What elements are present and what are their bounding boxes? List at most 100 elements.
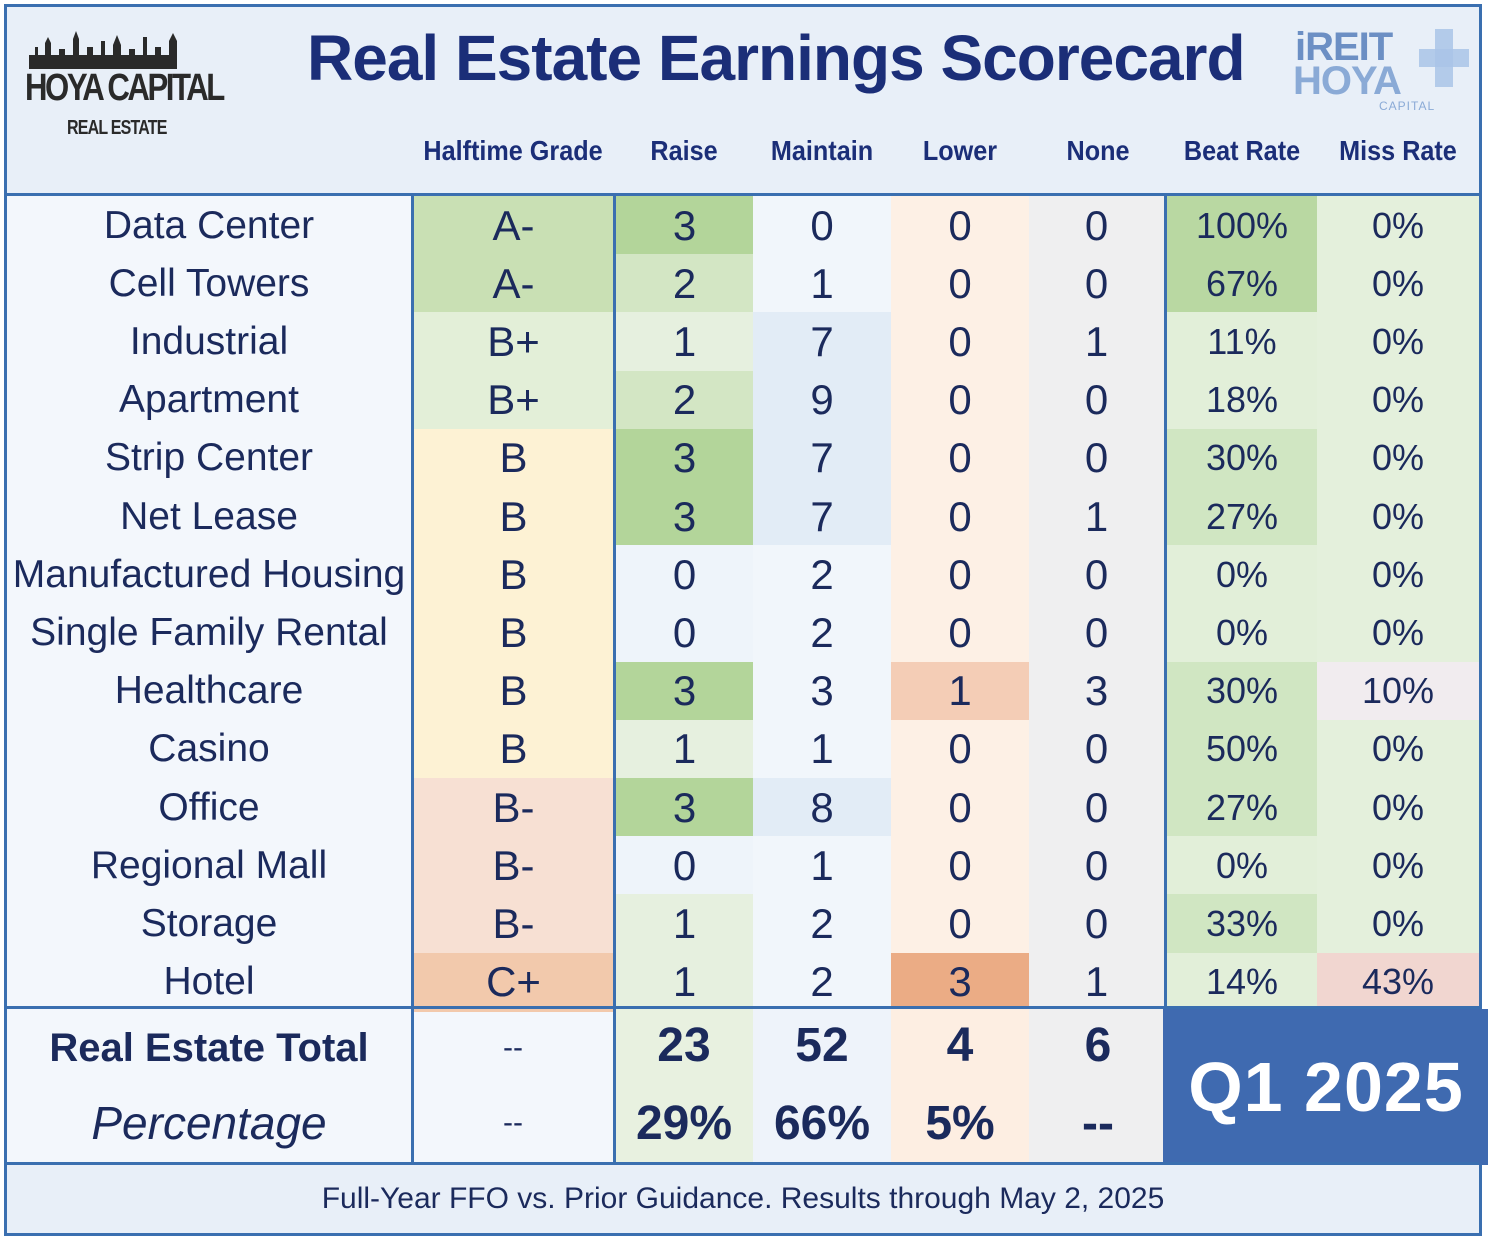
cell-none: 0 [1029, 836, 1164, 896]
cell-none: 0 [1029, 894, 1164, 954]
cell-beat: 0% [1167, 603, 1317, 663]
cell-category: Strip Center [7, 428, 411, 488]
cell-maintain: 2 [753, 894, 891, 954]
cell-lower: 0 [891, 428, 1029, 488]
col-header-miss-rate: Miss Rate [1339, 135, 1457, 166]
cell-beat: 33% [1167, 894, 1317, 954]
cell-grade: B- [414, 894, 613, 954]
cell-raise: 2 [616, 370, 753, 430]
logo-left-line1: HOYA CAPITAL [25, 67, 225, 109]
header: HOYA CAPITAL REAL ESTATE Real Estate Ear… [7, 7, 1479, 196]
cell-grade: B [414, 487, 613, 546]
cell-lower: 1 [891, 661, 1029, 721]
cell-beat: 30% [1167, 661, 1317, 721]
col-header-maintain: Maintain [770, 135, 874, 166]
cell-none: 1 [1029, 487, 1164, 546]
cell-none: 0 [1029, 196, 1164, 255]
cell-miss: 0% [1317, 254, 1479, 314]
col-header-none: None [1066, 135, 1130, 166]
logo-right-line1: iREIT [1295, 25, 1393, 69]
cell-grade: B [414, 545, 613, 605]
cell-maintain: 1 [753, 836, 891, 896]
cell-raise: 0 [616, 545, 753, 605]
cell-beat: 0% [1167, 545, 1317, 605]
cell-category: Apartment [7, 370, 411, 430]
scorecard-frame: HOYA CAPITAL REAL ESTATE Real Estate Ear… [4, 4, 1488, 1236]
cell-beat: 27% [1167, 487, 1317, 546]
cell-lower: 0 [891, 778, 1029, 837]
cell-lower: 0 [891, 603, 1029, 663]
cell-category: Manufactured Housing [7, 545, 411, 605]
cell-raise: 3 [616, 778, 753, 837]
cell-category: Office [7, 778, 411, 837]
cell-lower: 0 [891, 370, 1029, 430]
cell-category: Net Lease [7, 487, 411, 546]
period-badge: Q1 2025 [1163, 1009, 1488, 1165]
cell-lower: 0 [891, 487, 1029, 546]
cell-category: Hotel [7, 952, 411, 1012]
cell-category: Single Family Rental [7, 603, 411, 663]
percentage-maintain: 66% [753, 1083, 891, 1163]
cell-miss: 0% [1317, 778, 1479, 837]
total-none: 6 [1029, 1007, 1167, 1083]
cell-maintain: 7 [753, 487, 891, 546]
col-header-beat-rate: Beat Rate [1183, 135, 1301, 166]
cell-miss: 10% [1317, 661, 1479, 721]
cell-grade: A- [414, 254, 613, 314]
cell-grade: B [414, 428, 613, 488]
cell-category: Regional Mall [7, 836, 411, 896]
cell-category: Storage [7, 894, 411, 954]
percentage-lower: 5% [891, 1083, 1029, 1163]
cell-miss: 0% [1317, 196, 1479, 255]
cell-category: Cell Towers [7, 254, 411, 314]
cell-lower: 0 [891, 545, 1029, 605]
divider-totals [7, 1006, 1479, 1009]
cell-grade: B+ [414, 370, 613, 430]
cell-beat: 11% [1167, 312, 1317, 372]
cell-miss: 0% [1317, 719, 1479, 779]
total-label: Real Estate Total [49, 1025, 369, 1070]
cell-beat: 100% [1167, 196, 1317, 255]
cell-raise: 3 [616, 196, 753, 255]
cell-raise: 2 [616, 254, 753, 314]
cell-maintain: 0 [753, 196, 891, 255]
cell-grade: B- [414, 778, 613, 837]
cell-miss: 0% [1317, 312, 1479, 372]
cell-maintain: 2 [753, 952, 891, 1012]
page-title: Real Estate Earnings Scorecard [307, 22, 1246, 94]
divider-footer [7, 1162, 1479, 1165]
cell-raise: 1 [616, 952, 753, 1012]
col-header-grade: Halftime Grade [423, 135, 603, 166]
hoya-capital-logo: HOYA CAPITAL REAL ESTATE [25, 29, 225, 149]
cell-beat: 0% [1167, 836, 1317, 896]
percentage-none: -- [1029, 1083, 1167, 1163]
cell-none: 3 [1029, 661, 1164, 721]
cell-raise: 0 [616, 603, 753, 663]
cell-raise: 1 [616, 894, 753, 954]
divider-grade-left [411, 193, 414, 1165]
total-lower: 4 [891, 1007, 1029, 1083]
cell-grade: B [414, 661, 613, 721]
cell-raise: 3 [616, 428, 753, 488]
cell-raise: 0 [616, 836, 753, 896]
cell-category: Casino [7, 719, 411, 779]
cell-lower: 3 [891, 952, 1029, 1012]
cell-miss: 0% [1317, 545, 1479, 605]
logo-right-line2: HOYA [1293, 59, 1402, 103]
cell-none: 0 [1029, 370, 1164, 430]
ireit-hoya-logo: iREIT HOYA CAPITAL [1291, 25, 1471, 125]
cell-lower: 0 [891, 836, 1029, 896]
logo-right-line3: CAPITAL [1379, 99, 1436, 113]
cell-maintain: 1 [753, 254, 891, 314]
cell-none: 0 [1029, 254, 1164, 314]
cell-grade: B- [414, 836, 613, 896]
cell-maintain: 1 [753, 719, 891, 779]
cell-maintain: 7 [753, 312, 891, 372]
plus-cross-icon [1419, 29, 1469, 87]
cell-raise: 3 [616, 487, 753, 546]
cell-maintain: 2 [753, 603, 891, 663]
cell-beat: 27% [1167, 778, 1317, 837]
cell-none: 0 [1029, 603, 1164, 663]
percentage-label: Percentage [91, 1097, 327, 1149]
cell-raise: 1 [616, 312, 753, 372]
